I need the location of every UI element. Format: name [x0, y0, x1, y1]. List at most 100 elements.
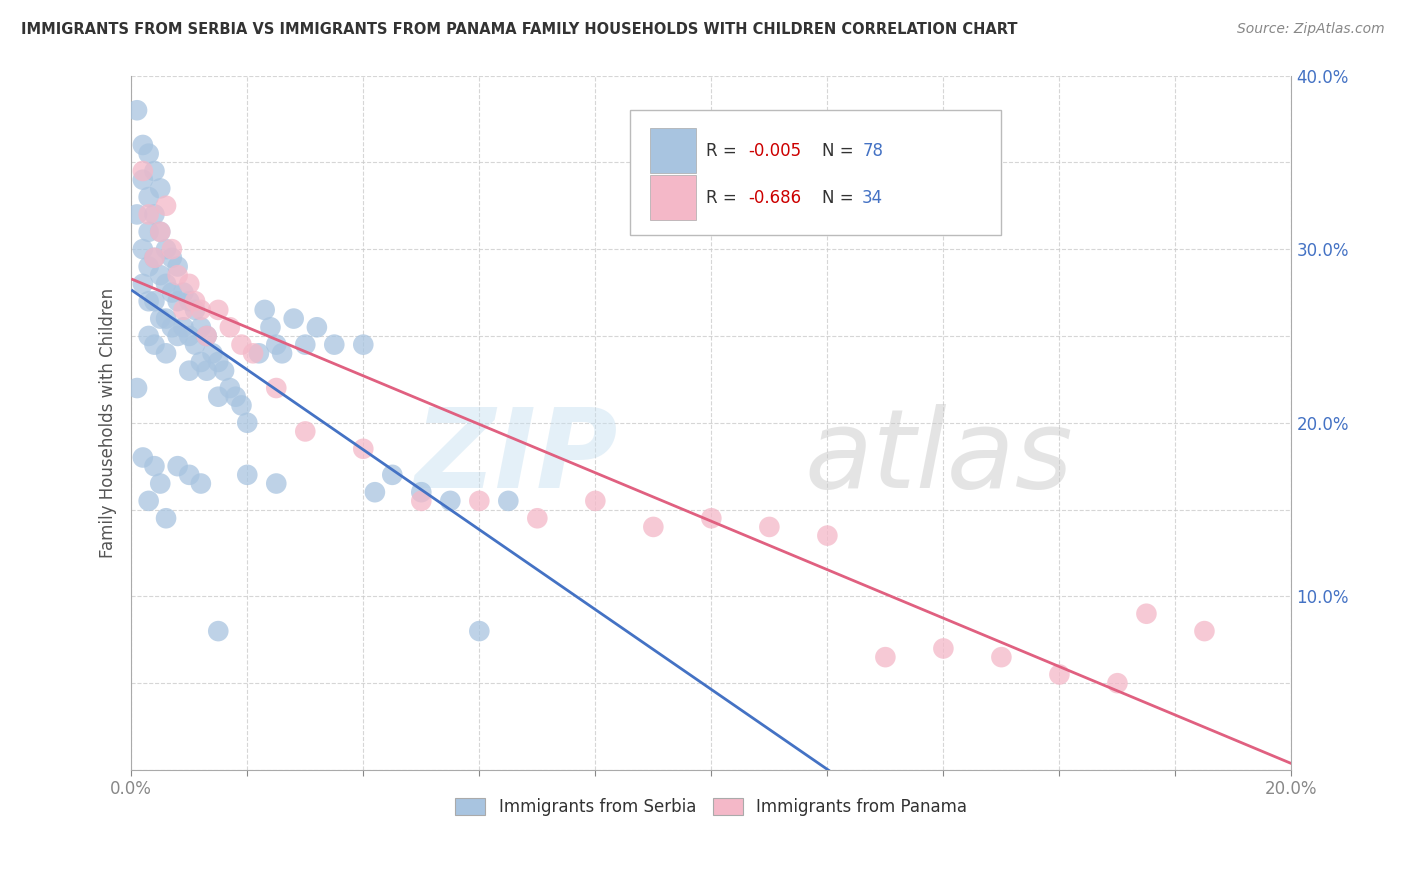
Point: [166, 459, 188, 474]
Point: [323, 337, 346, 351]
Point: [583, 494, 606, 508]
Point: [143, 251, 166, 265]
Point: [207, 390, 229, 404]
Point: [305, 320, 328, 334]
Point: [166, 329, 188, 343]
Point: [700, 511, 723, 525]
Point: [195, 329, 218, 343]
Point: [155, 511, 177, 525]
Point: [179, 294, 201, 309]
Text: N =: N =: [821, 142, 859, 160]
Point: [758, 520, 780, 534]
Point: [143, 337, 166, 351]
Point: [149, 225, 172, 239]
Point: [172, 285, 194, 300]
Point: [166, 260, 188, 274]
Point: [294, 337, 316, 351]
FancyBboxPatch shape: [650, 175, 696, 220]
Point: [643, 520, 665, 534]
Point: [271, 346, 294, 360]
Point: [149, 476, 172, 491]
Text: ZIP: ZIP: [415, 404, 619, 511]
Point: [364, 485, 387, 500]
Point: [218, 320, 240, 334]
Point: [179, 329, 201, 343]
Text: R =: R =: [706, 189, 741, 207]
Point: [207, 302, 229, 317]
Point: [236, 467, 259, 482]
Point: [1107, 676, 1129, 690]
Point: [155, 277, 177, 291]
Point: [195, 329, 218, 343]
Point: [138, 329, 160, 343]
Point: [815, 528, 838, 542]
Point: [212, 364, 235, 378]
Point: [155, 199, 177, 213]
Point: [190, 302, 212, 317]
Text: -0.005: -0.005: [748, 142, 801, 160]
Point: [294, 425, 316, 439]
FancyBboxPatch shape: [650, 128, 696, 173]
Point: [381, 467, 404, 482]
Point: [195, 364, 218, 378]
Point: [179, 277, 201, 291]
Point: [166, 268, 188, 283]
Point: [160, 285, 183, 300]
Point: [283, 311, 305, 326]
Point: [132, 450, 155, 465]
Point: [125, 381, 148, 395]
Point: [190, 320, 212, 334]
Point: [143, 459, 166, 474]
Point: [138, 260, 160, 274]
Point: [125, 207, 148, 221]
Point: [468, 494, 491, 508]
Point: [155, 346, 177, 360]
Point: [190, 355, 212, 369]
Point: [875, 650, 897, 665]
Point: [138, 225, 160, 239]
Point: [149, 268, 172, 283]
Text: 34: 34: [862, 189, 883, 207]
Point: [264, 476, 287, 491]
Point: [132, 164, 155, 178]
Legend: Immigrants from Serbia, Immigrants from Panama: Immigrants from Serbia, Immigrants from …: [447, 789, 976, 824]
Point: [218, 381, 240, 395]
Point: [160, 320, 183, 334]
Point: [138, 494, 160, 508]
Text: 78: 78: [862, 142, 883, 160]
Point: [132, 172, 155, 186]
Point: [184, 294, 207, 309]
Point: [411, 485, 433, 500]
Point: [132, 242, 155, 256]
FancyBboxPatch shape: [630, 111, 1001, 235]
Point: [172, 320, 194, 334]
Point: [143, 164, 166, 178]
Point: [242, 346, 264, 360]
Point: [264, 337, 287, 351]
Point: [132, 277, 155, 291]
Point: [526, 511, 548, 525]
Point: [184, 337, 207, 351]
Text: N =: N =: [821, 189, 859, 207]
Point: [138, 190, 160, 204]
Point: [352, 337, 374, 351]
Point: [149, 225, 172, 239]
Text: atlas: atlas: [804, 404, 1073, 511]
Text: IMMIGRANTS FROM SERBIA VS IMMIGRANTS FROM PANAMA FAMILY HOUSEHOLDS WITH CHILDREN: IMMIGRANTS FROM SERBIA VS IMMIGRANTS FRO…: [21, 22, 1018, 37]
Point: [149, 311, 172, 326]
Point: [160, 251, 183, 265]
Point: [236, 416, 259, 430]
Point: [179, 364, 201, 378]
Point: [172, 302, 194, 317]
Point: [264, 381, 287, 395]
Point: [468, 624, 491, 639]
Point: [155, 242, 177, 256]
Point: [143, 251, 166, 265]
Text: Source: ZipAtlas.com: Source: ZipAtlas.com: [1237, 22, 1385, 37]
Point: [1047, 667, 1070, 681]
Point: [179, 467, 201, 482]
Point: [138, 207, 160, 221]
Text: -0.686: -0.686: [748, 189, 801, 207]
Point: [201, 346, 224, 360]
Point: [190, 476, 212, 491]
